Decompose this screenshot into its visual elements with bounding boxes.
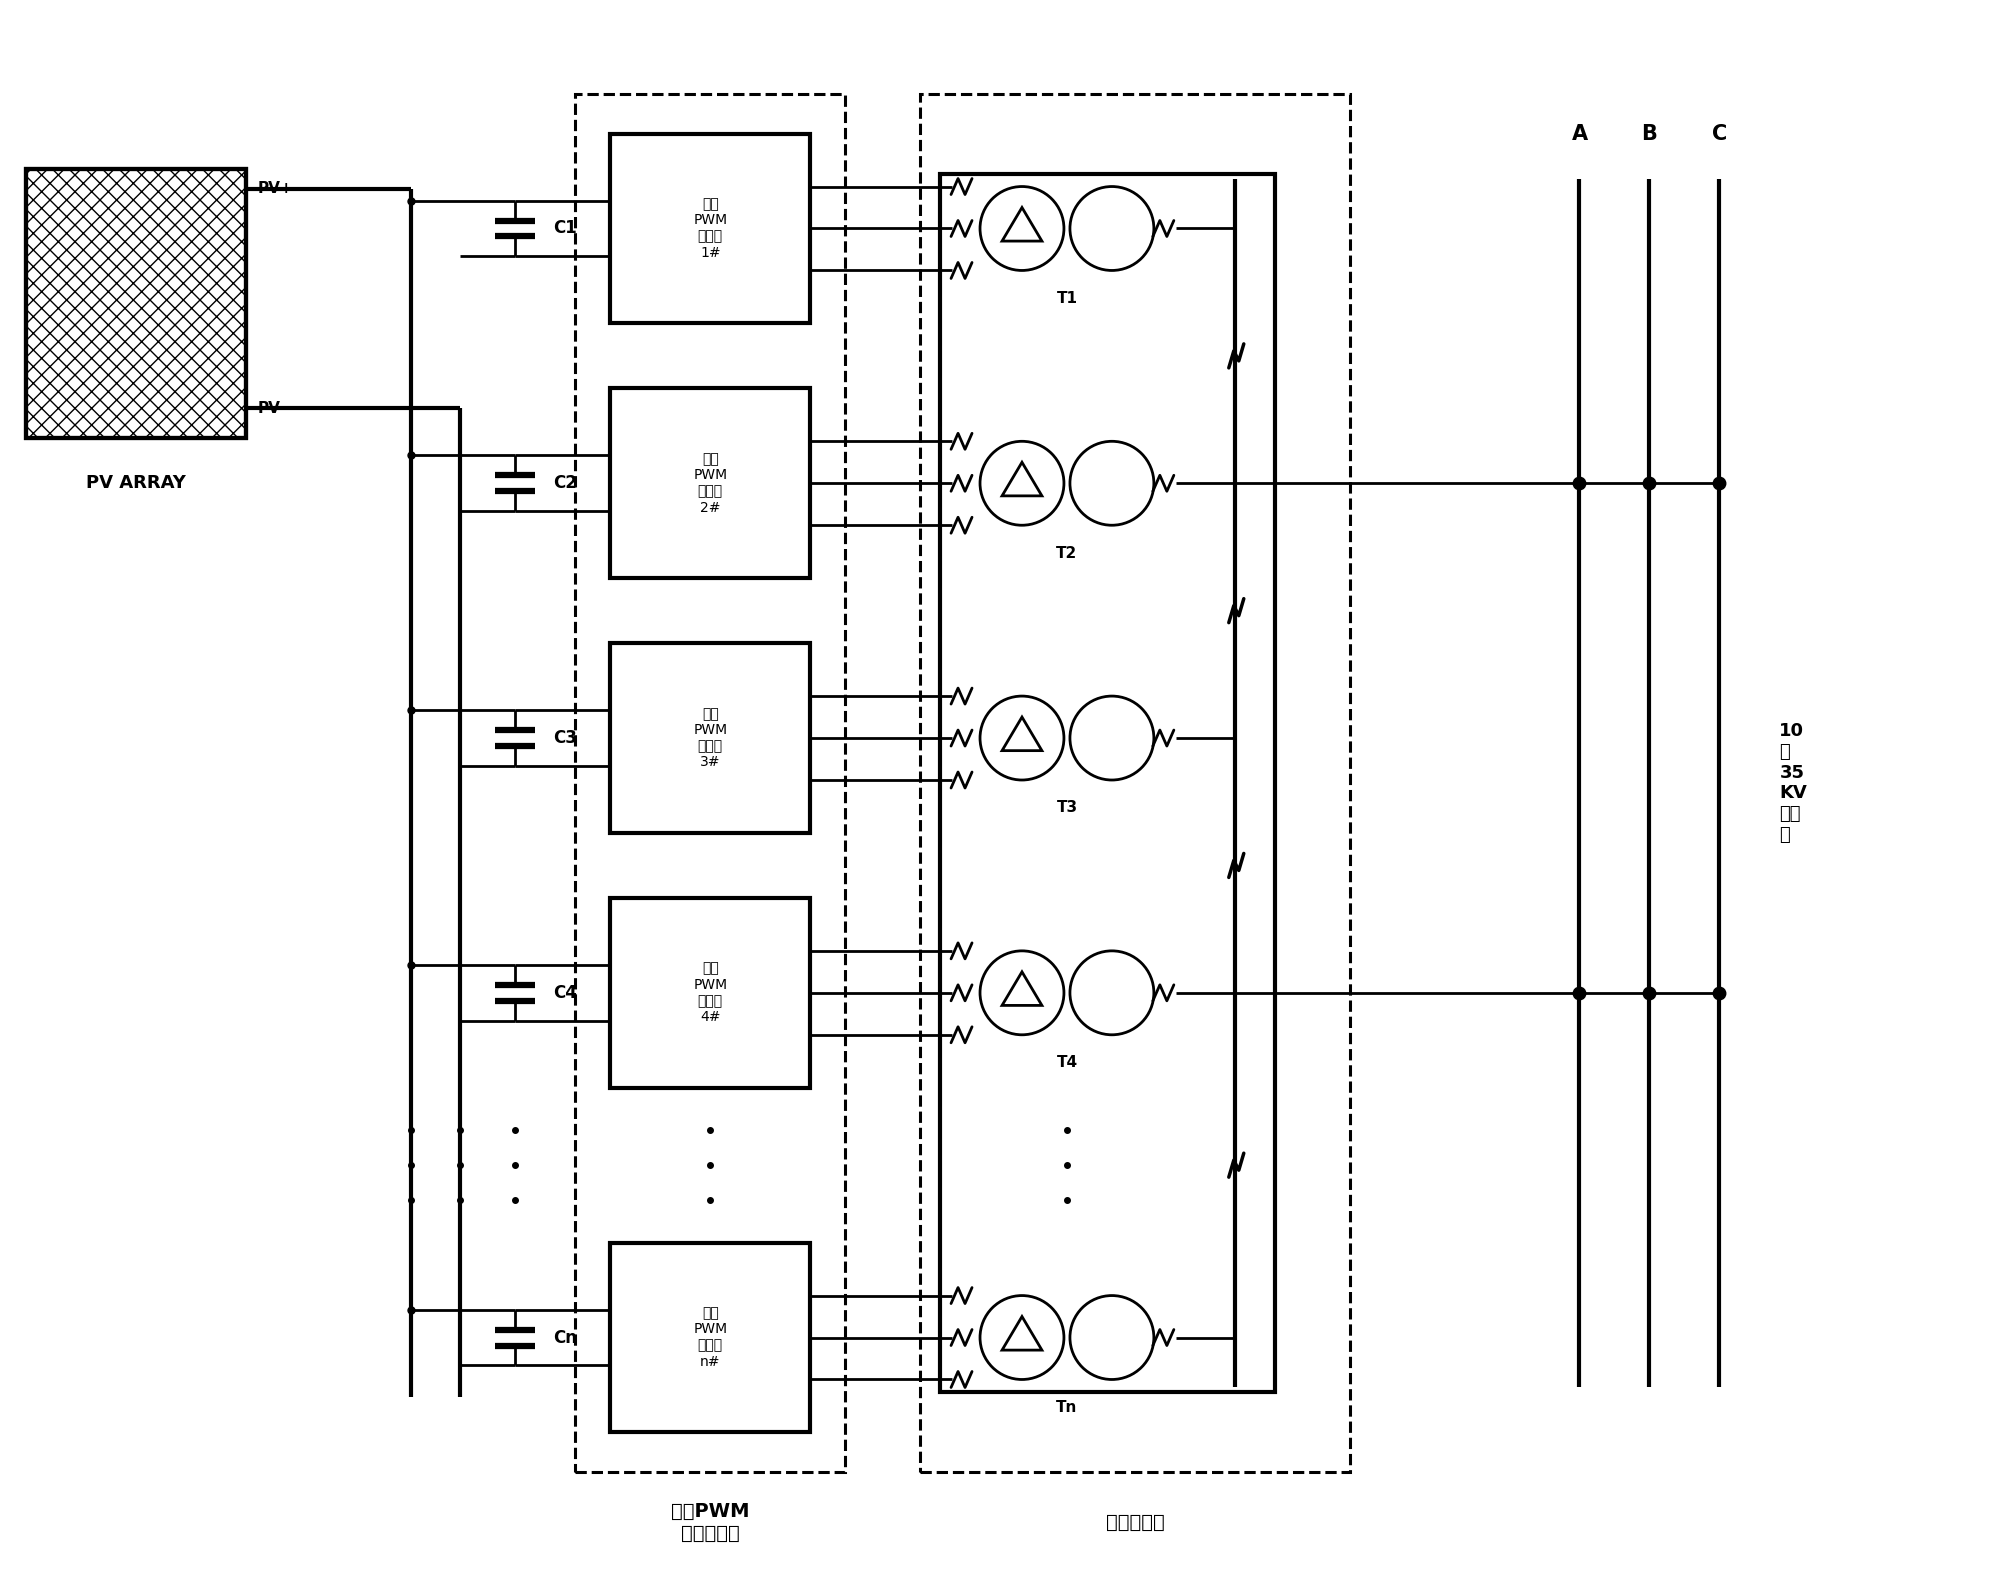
Text: Tn: Tn [1056, 1401, 1078, 1415]
Circle shape [979, 1296, 1064, 1380]
Circle shape [1070, 186, 1154, 270]
Circle shape [979, 186, 1064, 270]
Text: 三相
PWM
逆变器
2#: 三相 PWM 逆变器 2# [692, 453, 727, 515]
Circle shape [979, 441, 1064, 526]
Text: A: A [1571, 124, 1588, 143]
Circle shape [979, 951, 1064, 1035]
Text: B: B [1642, 124, 1658, 143]
Text: T3: T3 [1056, 800, 1078, 816]
Circle shape [1070, 441, 1154, 526]
Text: T4: T4 [1056, 1056, 1078, 1070]
Bar [26, 168, 245, 438]
Bar [939, 173, 1274, 1393]
Bar [610, 389, 811, 578]
Text: 10
～
35
KV
配电
网: 10 ～ 35 KV 配电 网 [1780, 723, 1806, 843]
Text: 三相PWM
逆变器单元: 三相PWM 逆变器单元 [670, 1502, 749, 1544]
Text: Cn: Cn [554, 1329, 578, 1347]
Text: T2: T2 [1056, 546, 1078, 561]
Text: C4: C4 [554, 985, 578, 1002]
Text: C: C [1712, 124, 1726, 143]
Bar [610, 897, 811, 1088]
Text: C1: C1 [554, 219, 578, 238]
Text: 三相
PWM
逆变器
3#: 三相 PWM 逆变器 3# [692, 707, 727, 769]
Text: 三相
PWM
逆变器
4#: 三相 PWM 逆变器 4# [692, 961, 727, 1024]
Bar [576, 94, 845, 1472]
Circle shape [1070, 951, 1154, 1035]
Text: C3: C3 [554, 729, 578, 746]
Text: PV+: PV+ [257, 181, 293, 195]
Circle shape [1070, 1296, 1154, 1380]
Text: T1: T1 [1056, 291, 1078, 306]
Bar [919, 94, 1349, 1472]
Text: 三相
PWM
逆变器
n#: 三相 PWM 逆变器 n# [692, 1307, 727, 1369]
Text: C2: C2 [554, 475, 578, 492]
Text: PV-: PV- [257, 400, 285, 416]
Bar [26, 168, 245, 438]
Circle shape [979, 696, 1064, 780]
Bar [610, 133, 811, 324]
Circle shape [1070, 696, 1154, 780]
Text: 变压器单元: 变压器单元 [1106, 1513, 1164, 1532]
Text: PV ARRAY: PV ARRAY [86, 475, 187, 492]
Bar [610, 1242, 811, 1432]
Bar [610, 643, 811, 834]
Text: 三相
PWM
逆变器
1#: 三相 PWM 逆变器 1# [692, 197, 727, 260]
